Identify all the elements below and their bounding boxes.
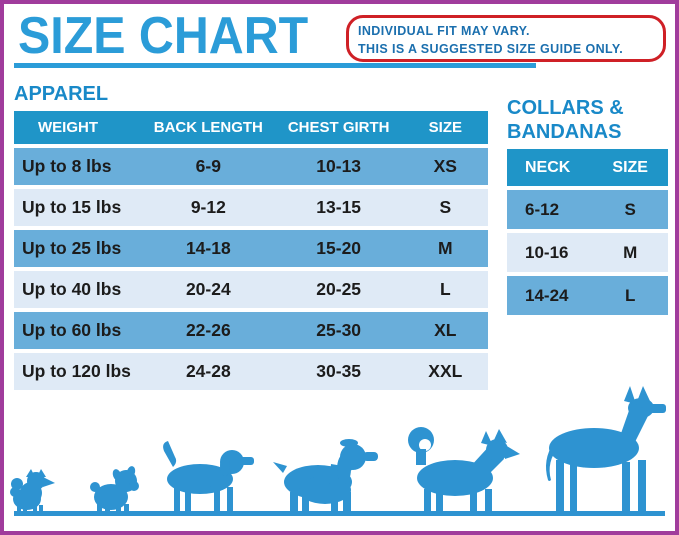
ground-line xyxy=(14,511,665,516)
cell-size: XL xyxy=(434,320,457,340)
dog-size-lineup xyxy=(10,386,666,516)
cell-size: XS xyxy=(433,156,457,176)
collars-size-table: NECK SIZE 6-12 S 10-16 M 14-24 L xyxy=(507,149,668,315)
cell-neck: 6-12 xyxy=(525,199,560,219)
cell-size: L xyxy=(439,279,451,299)
disclaimer-box: INDIVIDUAL FIT MAY VARY. THIS IS A SUGGE… xyxy=(346,15,666,62)
collars-table-header-row: NECK SIZE xyxy=(507,149,668,186)
table-row: Up to 40 lbs 20-24 20-25 L xyxy=(14,271,488,308)
cell-size: S xyxy=(624,199,636,219)
collars-heading-line-2: BANDANAS xyxy=(507,121,622,143)
cell-weight: Up to 40 lbs xyxy=(22,279,122,299)
column-header-chest-girth: CHEST GIRTH xyxy=(287,119,390,136)
collars-heading-line-1: COLLARS & xyxy=(507,97,624,119)
cell-back-length: 24-28 xyxy=(185,361,231,381)
cell-size: XXL xyxy=(428,361,463,381)
table-row: Up to 15 lbs 9-12 13-15 S xyxy=(14,189,488,226)
cell-back-length: 22-26 xyxy=(185,320,231,340)
cell-weight: Up to 15 lbs xyxy=(22,197,122,217)
cell-chest-girth: 15-20 xyxy=(316,238,362,258)
title-underline xyxy=(14,63,536,68)
cell-chest-girth: 13-15 xyxy=(316,197,362,217)
cell-neck: 14-24 xyxy=(525,285,569,305)
table-row: Up to 25 lbs 14-18 15-20 M xyxy=(14,230,488,267)
table-row: Up to 8 lbs 6-9 10-13 XS xyxy=(14,148,488,185)
cell-neck: 10-16 xyxy=(525,242,569,262)
cell-back-length: 9-12 xyxy=(190,197,226,217)
great-dane-icon xyxy=(546,386,666,513)
cell-weight: Up to 25 lbs xyxy=(22,238,122,258)
column-header-size: SIZE xyxy=(612,158,648,176)
cell-weight: Up to 60 lbs xyxy=(22,320,122,340)
cell-size: M xyxy=(623,242,638,262)
husky-icon xyxy=(408,427,520,513)
collars-heading: COLLARS & BANDANAS xyxy=(507,96,624,144)
column-header-back-length: BACK LENGTH xyxy=(153,119,263,136)
disclaimer-line-1: INDIVIDUAL FIT MAY VARY. xyxy=(358,24,530,38)
table-row: Up to 60 lbs 22-26 25-30 XL xyxy=(14,312,488,349)
table-row: 10-16 M xyxy=(507,233,668,272)
table-row: 6-12 S xyxy=(507,190,668,229)
cell-size: L xyxy=(624,285,636,305)
cell-chest-girth: 30-35 xyxy=(316,361,362,381)
cell-back-length: 20-24 xyxy=(185,279,231,299)
cocker-spaniel-icon xyxy=(273,439,378,513)
cell-back-length: 14-18 xyxy=(185,238,231,258)
cell-back-length: 6-9 xyxy=(195,156,221,176)
page-title: SIZE CHART xyxy=(18,7,309,65)
apparel-table-header-row: WEIGHT BACK LENGTH CHEST GIRTH SIZE xyxy=(14,111,488,144)
disclaimer-line-2: THIS IS A SUGGESTED SIZE GUIDE ONLY. xyxy=(358,42,624,56)
cell-weight: Up to 120 lbs xyxy=(22,361,131,381)
cell-chest-girth: 20-25 xyxy=(316,279,362,299)
pug-icon xyxy=(90,466,139,513)
beagle-icon xyxy=(163,441,254,513)
cell-chest-girth: 10-13 xyxy=(316,156,362,176)
apparel-size-table: WEIGHT BACK LENGTH CHEST GIRTH SIZE Up t… xyxy=(14,111,488,390)
cell-size: S xyxy=(439,197,452,217)
cell-size: M xyxy=(438,238,453,258)
cell-weight: Up to 8 lbs xyxy=(22,156,112,176)
apparel-heading: APPAREL xyxy=(14,83,109,105)
pomeranian-icon xyxy=(10,469,55,513)
table-row: 14-24 L xyxy=(507,276,668,315)
table-row: Up to 120 lbs 24-28 30-35 XXL xyxy=(14,353,488,390)
column-header-weight: WEIGHT xyxy=(38,119,98,136)
cell-chest-girth: 25-30 xyxy=(316,320,362,340)
column-header-neck: NECK xyxy=(525,158,571,176)
column-header-size: SIZE xyxy=(428,119,462,136)
